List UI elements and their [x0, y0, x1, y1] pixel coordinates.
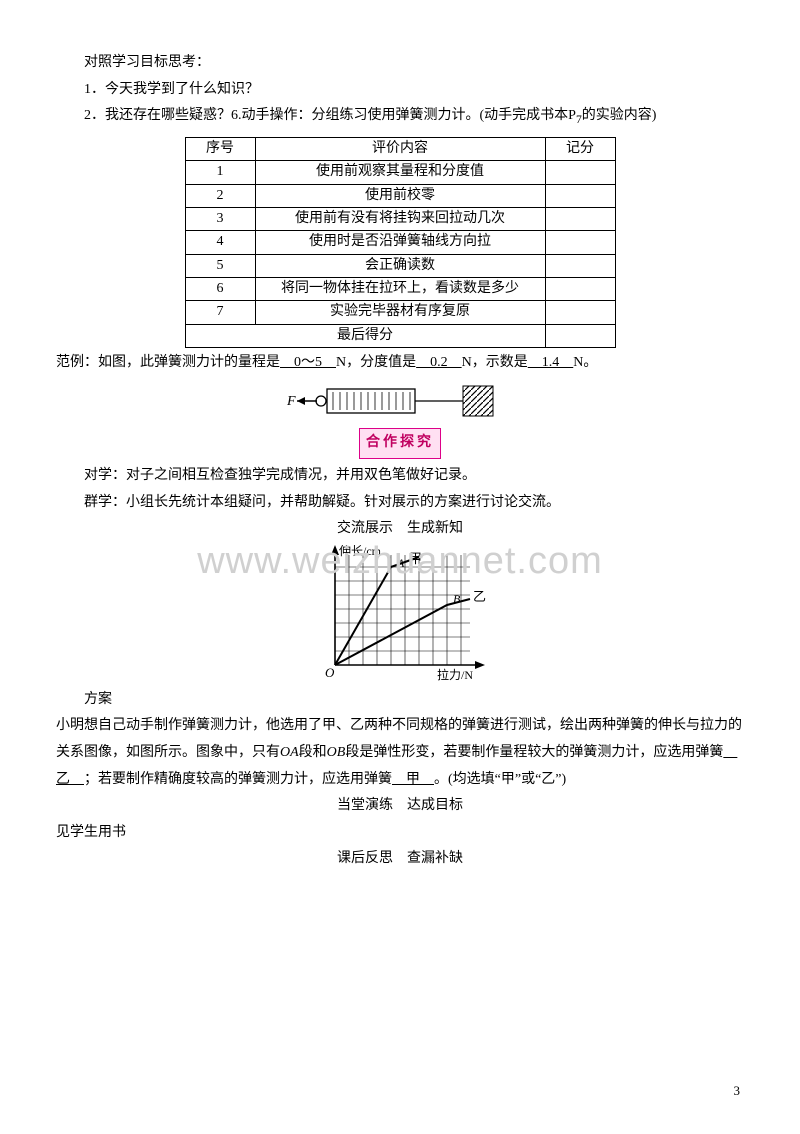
- ex-u3: 1.4: [528, 355, 574, 370]
- cell-content: 使用前观察其量程和分度值: [255, 161, 545, 184]
- intro3a: 2．我还存在哪些疑惑？6.动手操作：分组练习使用弹簧测力计。(动手完成书本P: [84, 108, 576, 123]
- graph-xlabel: 拉力/N: [437, 667, 473, 682]
- ex-u2: 0.2: [416, 355, 462, 370]
- cell-content: 使用前有没有将挂钩来回拉动几次: [255, 208, 545, 231]
- force-label-F: F: [286, 394, 296, 409]
- graph-ylabel: 伸长/cm: [339, 545, 382, 558]
- footer-cell: 最后得分: [185, 324, 545, 347]
- table-header-row: 序号 评价内容 记分: [185, 138, 615, 161]
- ex-pre: 范例：如图，此弹簧测力计的量程是: [56, 355, 280, 370]
- cell-content: 会正确读数: [255, 254, 545, 277]
- cell-seq: 6: [185, 277, 255, 300]
- cell-seq: 5: [185, 254, 255, 277]
- table-row: 1使用前观察其量程和分度值: [185, 161, 615, 184]
- cell-score: [545, 277, 615, 300]
- th-seq: 序号: [185, 138, 255, 161]
- table-row: 4使用时是否沿弹簧轴线方向拉: [185, 231, 615, 254]
- table-row: 3使用前有没有将挂钩来回拉动几次: [185, 208, 615, 231]
- table-row: 5会正确读数: [185, 254, 615, 277]
- cell-seq: 3: [185, 208, 255, 231]
- eval-table: 序号 评价内容 记分 1使用前观察其量程和分度值 2使用前校零 3使用前有没有将…: [185, 137, 616, 348]
- ex-m1: N，分度值是: [336, 355, 416, 370]
- exchange-heading: 交流展示 生成新知: [56, 516, 744, 543]
- cell-score: [545, 161, 615, 184]
- footer-score: [545, 324, 615, 347]
- reflect-heading: 课后反思 查漏补缺: [56, 846, 744, 873]
- cell-score: [545, 301, 615, 324]
- cell-score: [545, 254, 615, 277]
- cell-content: 使用前校零: [255, 184, 545, 207]
- page-number: 3: [734, 1079, 741, 1104]
- question-text: 小明想自己动手制作弹簧测力计，他选用了甲、乙两种不同规格的弹簧进行测试，绘出两种…: [56, 713, 744, 793]
- cell-content: 实验完毕器材有序复原: [255, 301, 545, 324]
- intro3b: 的实验内容): [582, 108, 657, 123]
- see-book: 见学生用书: [56, 820, 744, 847]
- group-learning: 群学：小组长先统计本组疑问，并帮助解疑。针对展示的方案进行讨论交流。: [56, 490, 744, 517]
- cell-content: 将同一物体挂在拉环上，看读数是多少: [255, 277, 545, 300]
- example-line: 范例：如图，此弹簧测力计的量程是 0～5 N，分度值是 0.2 N，示数是 1.…: [56, 350, 744, 377]
- table-row: 6将同一物体挂在拉环上，看读数是多少: [185, 277, 615, 300]
- cell-score: [545, 208, 615, 231]
- table-row: 2使用前校零: [185, 184, 615, 207]
- plan-label: 方案: [56, 687, 744, 714]
- q-oa: OA: [280, 745, 299, 760]
- qb: 段和: [299, 745, 327, 760]
- ans-jia: 甲: [392, 772, 434, 787]
- spring-graph-figure: 伸长/cm A 甲 B 乙 O 拉力/N: [305, 545, 495, 685]
- intro-line2: 1．今天我学到了什么知识？: [56, 77, 744, 104]
- table-footer-row: 最后得分: [185, 324, 615, 347]
- cell-seq: 1: [185, 161, 255, 184]
- cooperate-explore-badge: 合作探究: [359, 428, 441, 459]
- cell-score: [545, 231, 615, 254]
- spring-dynamometer-figure: F: [285, 378, 515, 424]
- graph-origin: O: [325, 665, 335, 680]
- cell-content: 使用时是否沿弹簧轴线方向拉: [255, 231, 545, 254]
- table-row: 7实验完毕器材有序复原: [185, 301, 615, 324]
- cell-score: [545, 184, 615, 207]
- cell-seq: 4: [185, 231, 255, 254]
- ex-end: N。: [573, 355, 597, 370]
- qd: ；若要制作精确度较高的弹簧测力计，应选用弹簧: [84, 772, 392, 787]
- q-ob: OB: [327, 745, 346, 760]
- qc: 段是弹性形变，若要制作量程较大的弹簧测力计，应选用弹簧: [345, 745, 723, 760]
- intro-line3: 2．我还存在哪些疑惑？6.动手操作：分组练习使用弹簧测力计。(动手完成书本P7的…: [56, 103, 744, 131]
- graph-label-B: B: [453, 592, 461, 606]
- th-content: 评价内容: [255, 138, 545, 161]
- intro-line1: 对照学习目标思考：: [56, 50, 744, 77]
- ex-m2: N，示数是: [462, 355, 528, 370]
- qe: 。(均选填“甲”或“乙”): [434, 772, 566, 787]
- cell-seq: 2: [185, 184, 255, 207]
- cell-seq: 7: [185, 301, 255, 324]
- graph-label-yi: 乙: [473, 589, 486, 604]
- graph-label-jia: 甲: [409, 551, 422, 566]
- pair-learning: 对学：对子之间相互检查独学完成情况，并用双色笔做好记录。: [56, 463, 744, 490]
- practice-heading: 当堂演练 达成目标: [56, 793, 744, 820]
- ex-u1: 0～5: [280, 355, 336, 370]
- th-score: 记分: [545, 138, 615, 161]
- svg-text:A: A: [396, 556, 405, 570]
